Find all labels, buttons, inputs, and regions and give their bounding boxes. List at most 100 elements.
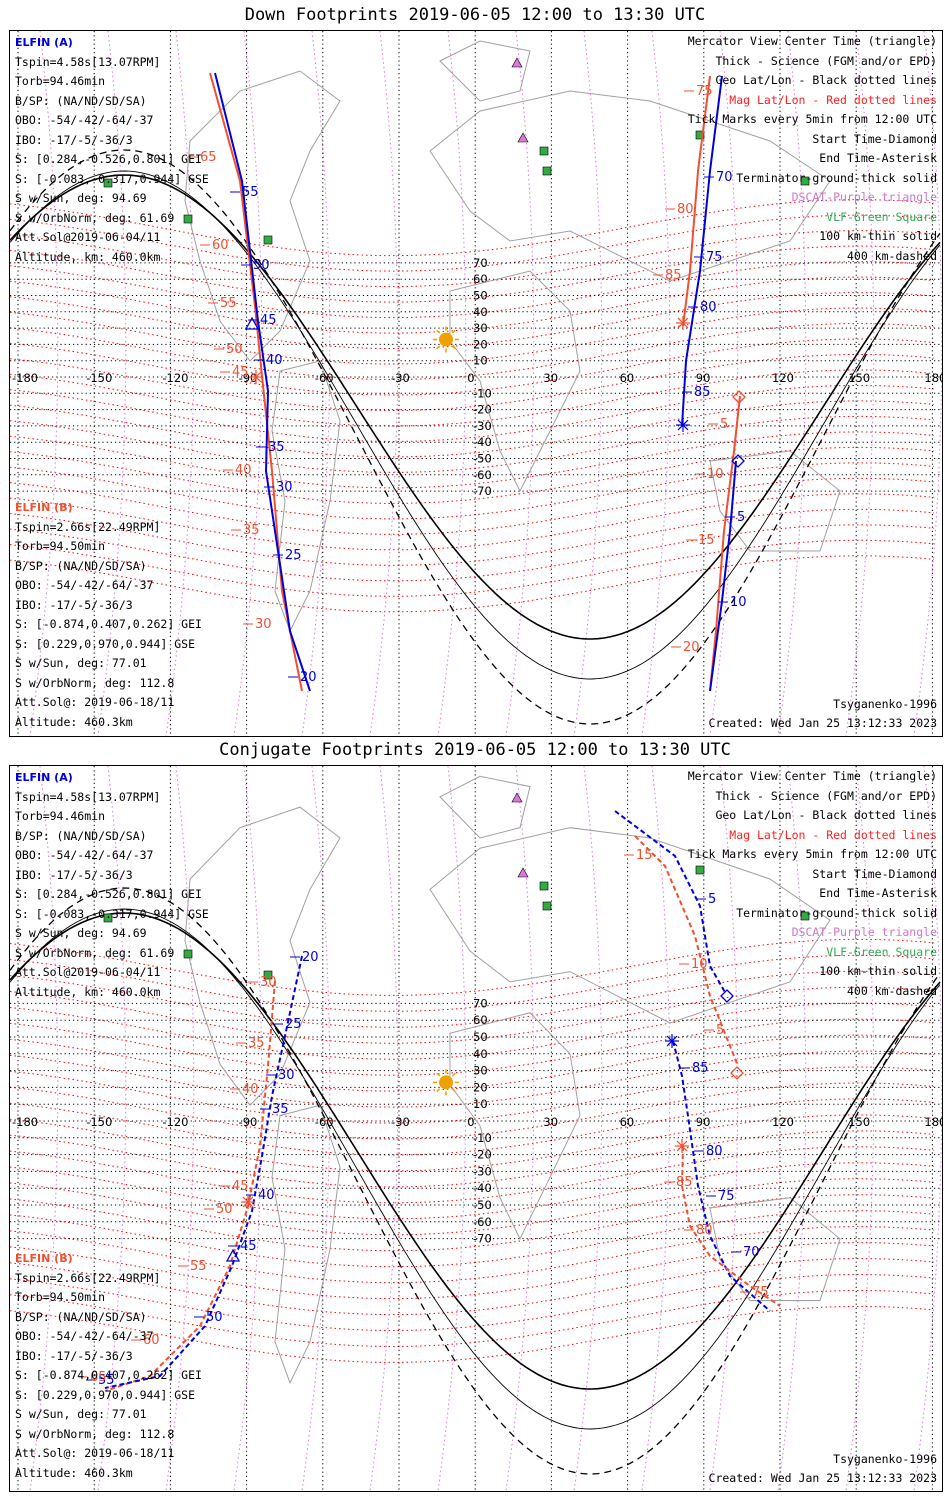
mag-lat-line	[10, 307, 935, 365]
sun-ray	[436, 345, 441, 350]
lon-label: -150	[86, 371, 112, 385]
lon-label: 150	[848, 1115, 870, 1129]
elfin-a-altitude: Altitude, km: 460.0km	[15, 984, 161, 999]
sun-ray	[451, 329, 456, 334]
lon-label: -30	[391, 1115, 410, 1129]
lon-label: -90	[239, 1115, 258, 1129]
elfin-b-tick-label: 45	[232, 365, 249, 380]
elfin-b-tick-label: 75	[752, 1285, 769, 1300]
elfin-b-torb: Torb=94.50min	[15, 1290, 106, 1304]
elfin-b-tick-label: 55	[220, 296, 237, 311]
lon-label: -30	[391, 371, 410, 385]
dscat-triangle-icon	[511, 792, 523, 803]
elfin-a-info: ELFIN (A) Tspin=4.58s[13.07RPM] Torb=94.…	[15, 768, 209, 1002]
elfin-b-info: ELFIN (B) Tspin=2.66s[22.49RPM] Torb=94.…	[15, 498, 202, 732]
lon-label: 90	[696, 1115, 711, 1129]
lon-label: -180	[12, 371, 38, 385]
legend-100km: 100 km-thin solid	[819, 964, 937, 978]
lon-label: 150	[848, 371, 870, 385]
elfin-b-tick-label: 5	[716, 1023, 724, 1038]
lat-label: 70	[473, 996, 488, 1010]
lat-label: 40	[473, 305, 488, 319]
lat-label: -10	[473, 386, 492, 400]
elfin-a-track	[214, 72, 311, 692]
end-asterisk-icon	[242, 1196, 254, 1208]
vlf-square-icon	[183, 949, 193, 959]
elfin-b-tick-label: 10	[707, 467, 724, 482]
end-asterisk-icon	[677, 317, 689, 329]
elfin-a-gei: S: [0.284,-0.526,0.801] GEI	[15, 152, 202, 166]
legend-thick-science: Thick - Science (FGM and/or EPD)	[715, 53, 937, 68]
elfin-b-obo: OBO: -54/-42/-64/-37	[15, 578, 154, 592]
legend-dscat: DSCAT-Purple triangle	[791, 190, 937, 204]
elfin-b-tick-label: 80	[677, 202, 694, 217]
elfin-a-tick-label: 70	[716, 170, 733, 185]
mag-lat-line	[10, 1130, 935, 1188]
elfin-b-tick-label: 15	[698, 533, 715, 548]
elfin-a-tick-label: 80	[700, 300, 717, 315]
elfin-b-tick-label: 75	[696, 84, 713, 99]
mag-lat-line	[10, 261, 935, 319]
vlf-square-icon	[542, 166, 552, 176]
elfin-a-ibo: IBO: -17/-5/-36/3	[15, 132, 133, 147]
lat-label: 60	[473, 272, 488, 286]
dscat-triangle-icon	[517, 867, 529, 878]
legend-terminator: Terminator-ground-thick solid	[736, 905, 937, 920]
lat-label: 30	[473, 1064, 488, 1078]
legend-geo-grid: Geo Lat/Lon - Black dotted lines	[715, 808, 937, 822]
mag-lat-line	[10, 1034, 935, 1092]
elfin-a-altitude: Altitude, km: 460.0km	[15, 249, 161, 264]
elfin-a-tspin: Tspin=4.58s[13.07RPM]	[15, 789, 161, 804]
panel-title-conjugate: Conjugate Footprints 2019-06-05 12:00 to…	[219, 740, 731, 760]
vlf-square-icon	[539, 146, 549, 156]
model-name: Tsyganenko-1996	[833, 697, 937, 711]
lon-label: -120	[162, 1115, 188, 1129]
lon-label: 30	[543, 1115, 558, 1129]
legend-tick-marks: Tick Marks every 5min from 12:00 UTC	[687, 112, 937, 126]
mag-lat-line	[10, 1194, 935, 1252]
elfin-a-track	[681, 75, 723, 427]
coastline	[449, 270, 581, 493]
elfin-b-tick-label: 10	[691, 957, 708, 972]
lat-label: 40	[473, 1047, 488, 1061]
vlf-square-icon	[800, 911, 810, 921]
elfin-a-attsol: Att.Sol@2019-06-04/11	[15, 230, 161, 244]
coastline	[271, 1104, 341, 1385]
elfin-b-tick-label: 5	[720, 417, 728, 432]
elfin-b-tick-label: 40	[242, 1082, 259, 1097]
legend-mag-grid: Mag Lat/Lon - Red dotted lines	[729, 92, 937, 107]
elfin-a-gse: S: [-0.083,-0.317,0.944] GSE	[15, 171, 209, 186]
elfin-b-gei: S: [-0.874,0.407,0.262] GEI	[15, 617, 202, 631]
elfin-a-info: ELFIN (A) Tspin=4.58s[13.07RPM] Torb=94.…	[15, 33, 209, 267]
lon-label: 60	[620, 1115, 635, 1129]
mag-lon-line	[505, 31, 535, 736]
map-footer: Tsyganenko-1996 Created: Wed Jan 25 13:1…	[709, 695, 937, 733]
lon-label: 90	[696, 371, 711, 385]
elfin-a-tick-label: 40	[258, 1188, 275, 1203]
elfin-a-tick-label: 10	[730, 595, 747, 610]
elfin-b-gei: S: [-0.874,0.407,0.262] GEI	[15, 1368, 202, 1382]
elfin-a-tick-label: 20	[300, 670, 317, 685]
elfin-b-info: ELFIN (B) Tspin=2.66s[22.49RPM] Torb=94.…	[15, 1249, 202, 1483]
legend-start-time: Start Time-Diamond	[812, 131, 937, 146]
elfin-b-tick-label: 50	[226, 342, 243, 357]
down-footprints-map: -180-150-120-90-60-300306090120150180706…	[10, 31, 942, 736]
elfin-b-ibo: IBO: -17/-5/-36/3	[15, 597, 133, 612]
elfin-a-tick-label: 55	[98, 1373, 115, 1388]
terminator-100km	[10, 170, 941, 680]
created-timestamp: Created: Wed Jan 25 13:12:33 2023	[708, 1471, 937, 1485]
elfin-a-track	[709, 460, 737, 692]
lon-label: 0	[467, 1115, 474, 1129]
elfin-a-tick-label: 75	[718, 1189, 735, 1204]
legend-center-time: Mercator View Center Time (triangle)	[687, 769, 937, 783]
elfin-a-torb: Torb=94.46min	[15, 74, 106, 88]
elfin-a-tick-label: 55	[242, 185, 259, 200]
elfin-a-tick-label: 85	[694, 385, 711, 400]
elfin-b-tick-label: 45	[232, 1179, 249, 1194]
legend-400km: 400 km-dashed	[846, 983, 937, 998]
elfin-b-tick-label: 20	[683, 640, 700, 655]
lat-label: -60	[473, 1215, 492, 1229]
elfin-a-header: ELFIN (A)	[15, 771, 73, 784]
center-triangle-icon	[244, 316, 260, 330]
legend-100km: 100 km-thin solid	[819, 229, 937, 243]
